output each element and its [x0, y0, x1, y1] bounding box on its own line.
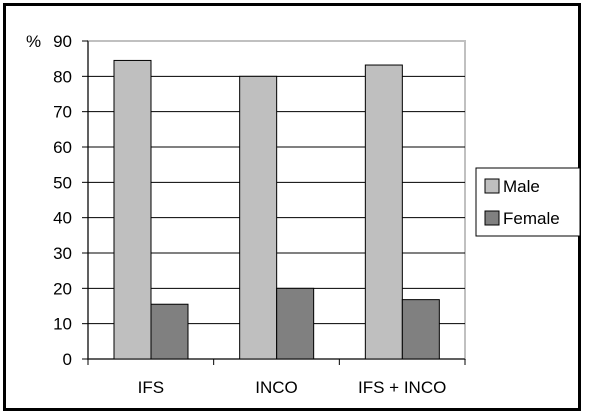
bar-female-3: [401, 299, 440, 360]
y-tick-label: 60: [53, 138, 72, 157]
legend-swatch-male: [484, 178, 500, 194]
x-tick-label: INCO: [255, 378, 298, 397]
y-axis-unit-label: %: [26, 32, 41, 51]
x-tick-labels: IFS INCO IFS + INCO: [138, 378, 447, 397]
y-tick-label: 10: [53, 315, 72, 334]
y-tick-label: 0: [63, 350, 72, 369]
legend-label-female: Female: [503, 209, 560, 228]
y-tick-label: 30: [53, 244, 72, 263]
bar-male-1: [113, 59, 152, 360]
y-tick-labels: 0 10 20 30 40 50 60 70 80 90: [53, 32, 72, 369]
y-tick-label: 80: [53, 67, 72, 86]
x-tick-label: IFS + INCO: [358, 378, 446, 397]
axes: [82, 40, 466, 365]
y-tick-label: 70: [53, 103, 72, 122]
y-tick-label: 50: [53, 173, 72, 192]
y-tick-label: 20: [53, 279, 72, 298]
legend-swatch-female: [484, 210, 500, 226]
bar-male-3: [364, 64, 403, 360]
bar-male-2: [239, 75, 278, 360]
bar-female-1: [150, 303, 189, 360]
y-tick-label: 40: [53, 209, 72, 228]
y-tick-label: 90: [53, 32, 72, 51]
legend: Male Female: [484, 177, 560, 228]
x-tick-label: IFS: [138, 378, 164, 397]
bars: [113, 59, 440, 360]
legend-label-male: Male: [503, 177, 540, 196]
bar-female-2: [276, 287, 315, 360]
